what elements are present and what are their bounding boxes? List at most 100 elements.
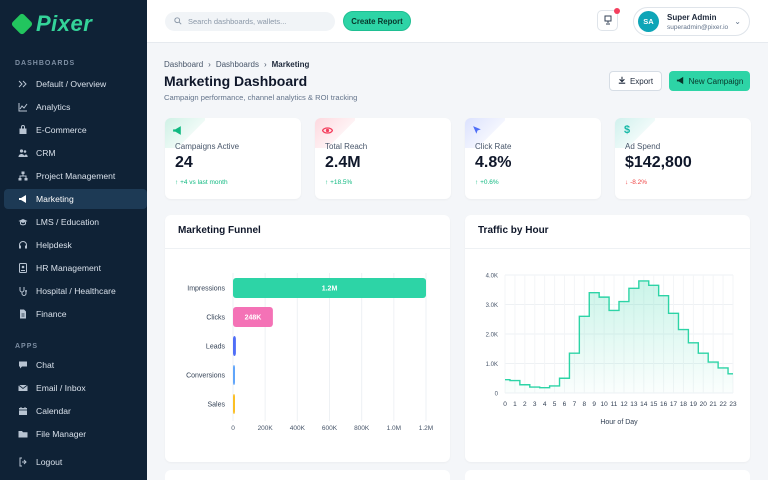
traffic-point[interactable] [504,379,506,381]
sidebar-item-label: Marketing [36,194,74,204]
kpi-value: 24 [175,154,193,171]
chat-icon [18,360,28,370]
traffic-point[interactable] [712,361,714,363]
sidebar-item-analytics[interactable]: Analytics [4,97,147,117]
x-tick-label: 12 [620,401,628,408]
traffic-by-hour-card: Traffic by Hour 0 1.0K 2.0K 3.0K 4.0K 0 1 2 3 4 5 6… [465,215,750,462]
traffic-point[interactable] [732,373,734,375]
sidebar-item-label: Chat [36,360,55,370]
x-tick-label: 18 [680,401,688,408]
cursor-icon [471,124,483,136]
x-tick-label: 17 [670,401,678,408]
funnel-bar[interactable] [233,336,236,356]
traffic-point[interactable] [652,284,654,286]
y-tick-label: 4.0K [486,274,498,280]
traffic-point[interactable] [662,294,664,296]
stethoscope-icon [18,286,28,296]
sidebar-item-file-manager[interactable]: File Manager [4,424,147,444]
x-tick-label: 3 [533,401,537,408]
breadcrumb-separator-icon: › [208,60,211,69]
category-label: Impressions [187,286,225,293]
sidebar-item-crm[interactable]: CRM [4,143,147,163]
sidebar-item-label: Default / Overview [36,79,107,89]
avatar: SA [638,11,659,32]
traffic-point[interactable] [514,379,516,381]
chevron-down-icon: ⌄ [734,17,741,26]
sidebar-item-calendar[interactable]: Calendar [4,401,147,421]
kpi-value: $142,800 [625,154,692,171]
kpi-trend-text: +18.5% [330,179,353,186]
search-icon [174,16,188,27]
kpi-label: Click Rate [475,142,512,151]
sidebar-item-default-overview[interactable]: Default / Overview [4,74,147,94]
section-label-dashboards: DASHBOARDS [15,60,76,67]
sidebar-item-email-inbox[interactable]: Email / Inbox [4,378,147,398]
sidebar-item-hospital-healthcare[interactable]: Hospital / Healthcare [4,281,147,301]
traffic-point[interactable] [702,352,704,354]
kpi-corner-accent [465,118,505,148]
kpi-corner-accent [165,118,205,148]
kpi-label: Campaigns Active [175,142,240,151]
breadcrumb-item[interactable]: Dashboard [164,60,204,69]
funnel-bar[interactable] [233,278,426,298]
search-input[interactable]: Search dashboards, wallets... [165,12,335,31]
new-campaign-label: New Campaign [688,76,744,86]
sidebar-item-marketing[interactable]: Marketing [4,189,147,209]
funnel-bar[interactable] [233,365,235,385]
traffic-point[interactable] [633,287,635,289]
user-menu[interactable]: SA Super Admin superadmin@pixer.io ⌄ [633,7,750,36]
category-label: Leads [206,344,226,351]
export-button[interactable]: Export [609,71,662,91]
id-card-icon [18,263,28,273]
logout-button[interactable]: Logout [4,452,147,472]
traffic-point[interactable] [524,384,526,386]
traffic-point[interactable] [613,309,615,311]
breadcrumb-item[interactable]: Dashboards [215,60,259,69]
brand-logo[interactable]: Pixer [10,10,92,38]
traffic-point[interactable] [543,386,545,388]
new-campaign-button[interactable]: New Campaign [669,71,750,91]
sidebar-item-label: File Manager [36,429,87,439]
traffic-point[interactable] [603,296,605,298]
traffic-point[interactable] [534,386,536,388]
funnel-bar[interactable] [233,394,235,414]
x-axis-label: Hour of Day [600,419,638,426]
traffic-point[interactable] [583,315,585,317]
x-tick-label: 23 [729,401,737,408]
kpi-corner-accent [615,118,655,148]
traffic-point[interactable] [593,292,595,294]
traffic-point[interactable] [563,377,565,379]
traffic-point[interactable] [623,300,625,302]
x-tick-label: 6 [563,401,567,408]
breadcrumb: Dashboard › Dashboards › Marketing [164,60,309,69]
users-icon [18,148,28,158]
x-tick-label: 200K [258,425,274,432]
sidebar-item-hr-management[interactable]: HR Management [4,258,147,278]
traffic-point[interactable] [722,367,724,369]
x-tick-label: 8 [582,401,586,408]
sidebar-item-chat[interactable]: Chat [4,355,147,375]
sidebar-item-lms-education[interactable]: LMS / Education [4,212,147,232]
category-label: Conversions [186,373,225,380]
sidebar-item-project-management[interactable]: Project Management [4,166,147,186]
traffic-point[interactable] [692,342,694,344]
traffic-point[interactable] [682,328,684,330]
sidebar-item-helpdesk[interactable]: Helpdesk [4,235,147,255]
notifications-button[interactable] [597,10,618,31]
traffic-point[interactable] [643,280,645,282]
marketing-funnel-card: Marketing Funnel 0 200K 400K 600K 800K 1.0M 1.… [165,215,450,462]
bar-data-label: 248K [245,315,262,322]
x-tick-label: 5 [553,401,557,408]
kpi-trend-text: -8.2% [630,179,648,186]
traffic-point[interactable] [573,352,575,354]
double-chevron-icon [18,79,28,89]
download-icon [618,76,626,86]
kpi-label: Total Reach [325,142,368,151]
sidebar-item-finance[interactable]: Finance [4,304,147,324]
arrow-up-icon: ↑ [175,179,179,186]
sidebar-item-e-commerce[interactable]: E-Commerce [4,120,147,140]
traffic-point[interactable] [553,385,555,387]
traffic-point[interactable] [672,312,674,314]
funnel-bar[interactable] [233,307,273,327]
create-report-button[interactable]: Create Report [343,11,411,31]
